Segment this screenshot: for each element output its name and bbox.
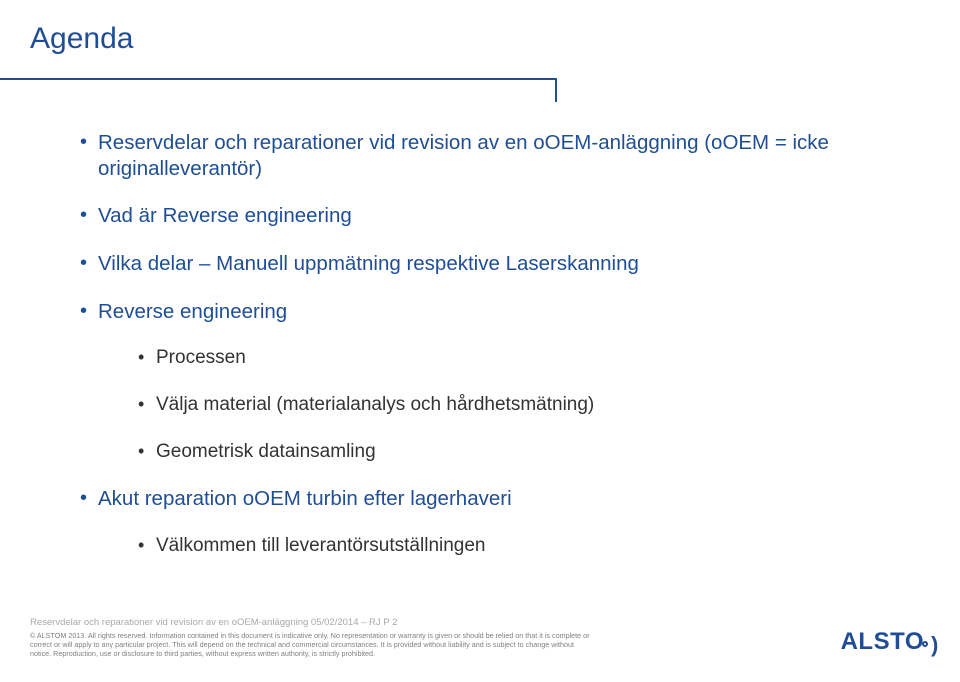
logo-open-circle-icon — [922, 641, 928, 647]
list-item-text: Akut reparation oOEM turbin efter lagerh… — [98, 487, 512, 510]
list-item: Vad är Reverse engineering — [80, 203, 900, 229]
slide-footer: Reservdelar och reparationer vid revisio… — [30, 617, 930, 658]
list-item-text: Reverse engineering — [98, 300, 287, 323]
list-item-text: Processen — [156, 347, 246, 368]
agenda-sublist: Välkommen till leverantörsutställningen — [138, 534, 900, 559]
list-item: Akut reparation oOEM turbin efter lagerh… — [80, 486, 900, 558]
list-item-text: Reservdelar och reparationer vid revisio… — [98, 131, 829, 180]
list-item: Välkommen till leverantörsutställningen — [138, 534, 900, 559]
list-item: Reservdelar och reparationer vid revisio… — [80, 130, 900, 181]
list-item-text: Välkommen till leverantörsutställningen — [156, 535, 486, 556]
list-item: Processen — [138, 346, 900, 371]
list-item-text: Geometrisk datainsamling — [156, 441, 376, 462]
list-item-text: Vad är Reverse engineering — [98, 204, 352, 227]
list-item: Vilka delar – Manuell uppmätning respekt… — [80, 251, 900, 277]
agenda-content: Reservdelar och reparationer vid revisio… — [80, 130, 900, 581]
list-item: Välja material (materialanalys och hårdh… — [138, 393, 900, 418]
footer-meta: Reservdelar och reparationer vid revisio… — [30, 617, 930, 628]
agenda-list: Reservdelar och reparationer vid revisio… — [80, 130, 900, 559]
agenda-sublist: Processen Välja material (materialanalys… — [138, 346, 900, 464]
alstom-logo: ALSTO — [841, 628, 928, 656]
footer-legal: © ALSTOM 2013. All rights reserved. Info… — [30, 631, 590, 658]
list-item: Reverse engineering Processen Välja mate… — [80, 299, 900, 465]
header-rule-horizontal — [0, 78, 555, 80]
list-item: Geometrisk datainsamling — [138, 440, 900, 465]
list-item-text: Vilka delar – Manuell uppmätning respekt… — [98, 252, 639, 275]
header-rule-vertical — [555, 78, 557, 102]
logo-text: ALSTO — [841, 628, 924, 655]
page-title: Agenda — [30, 22, 133, 56]
list-item-text: Välja material (materialanalys och hårdh… — [156, 394, 594, 415]
